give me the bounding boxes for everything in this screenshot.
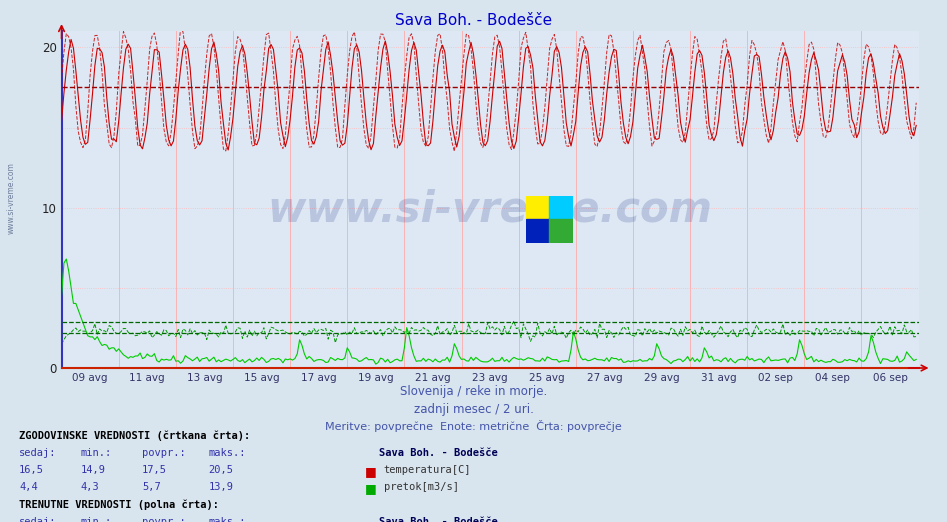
Text: min.:: min.: bbox=[80, 517, 112, 522]
Text: Sava Boh. - Bodešče: Sava Boh. - Bodešče bbox=[395, 13, 552, 28]
Bar bbox=[549, 219, 573, 243]
Text: 16,5: 16,5 bbox=[19, 465, 44, 475]
Text: www.si-vreme.com: www.si-vreme.com bbox=[7, 162, 16, 234]
Text: ■: ■ bbox=[365, 482, 376, 495]
Text: pretok[m3/s]: pretok[m3/s] bbox=[384, 482, 458, 492]
Text: ■: ■ bbox=[365, 465, 376, 478]
Text: 17,5: 17,5 bbox=[142, 465, 167, 475]
Text: Sava Boh. - Bodešče: Sava Boh. - Bodešče bbox=[379, 517, 497, 522]
Bar bbox=[526, 219, 549, 243]
Text: sedaj:: sedaj: bbox=[19, 517, 57, 522]
Text: sedaj:: sedaj: bbox=[19, 448, 57, 458]
Text: 5,7: 5,7 bbox=[142, 482, 161, 492]
Text: ZGODOVINSKE VREDNOSTI (črtkana črta):: ZGODOVINSKE VREDNOSTI (črtkana črta): bbox=[19, 431, 250, 441]
Text: maks.:: maks.: bbox=[208, 517, 246, 522]
Text: Slovenija / reke in morje.: Slovenija / reke in morje. bbox=[400, 385, 547, 398]
Text: zadnji mesec / 2 uri.: zadnji mesec / 2 uri. bbox=[414, 403, 533, 416]
Text: www.si-vreme.com: www.si-vreme.com bbox=[268, 189, 712, 231]
Text: maks.:: maks.: bbox=[208, 448, 246, 458]
Text: povpr.:: povpr.: bbox=[142, 517, 186, 522]
Text: povpr.:: povpr.: bbox=[142, 448, 186, 458]
Text: 20,5: 20,5 bbox=[208, 465, 233, 475]
Text: 4,4: 4,4 bbox=[19, 482, 38, 492]
Text: min.:: min.: bbox=[80, 448, 112, 458]
Text: 14,9: 14,9 bbox=[80, 465, 105, 475]
Text: 13,9: 13,9 bbox=[208, 482, 233, 492]
Text: Sava Boh. - Bodešče: Sava Boh. - Bodešče bbox=[379, 448, 497, 458]
Text: Meritve: povprečne  Enote: metrične  Črta: povprečje: Meritve: povprečne Enote: metrične Črta:… bbox=[325, 420, 622, 432]
Bar bbox=[549, 196, 573, 219]
Text: temperatura[C]: temperatura[C] bbox=[384, 465, 471, 475]
Text: TRENUTNE VREDNOSTI (polna črta):: TRENUTNE VREDNOSTI (polna črta): bbox=[19, 500, 219, 510]
Text: 4,3: 4,3 bbox=[80, 482, 99, 492]
Bar bbox=[526, 196, 549, 219]
